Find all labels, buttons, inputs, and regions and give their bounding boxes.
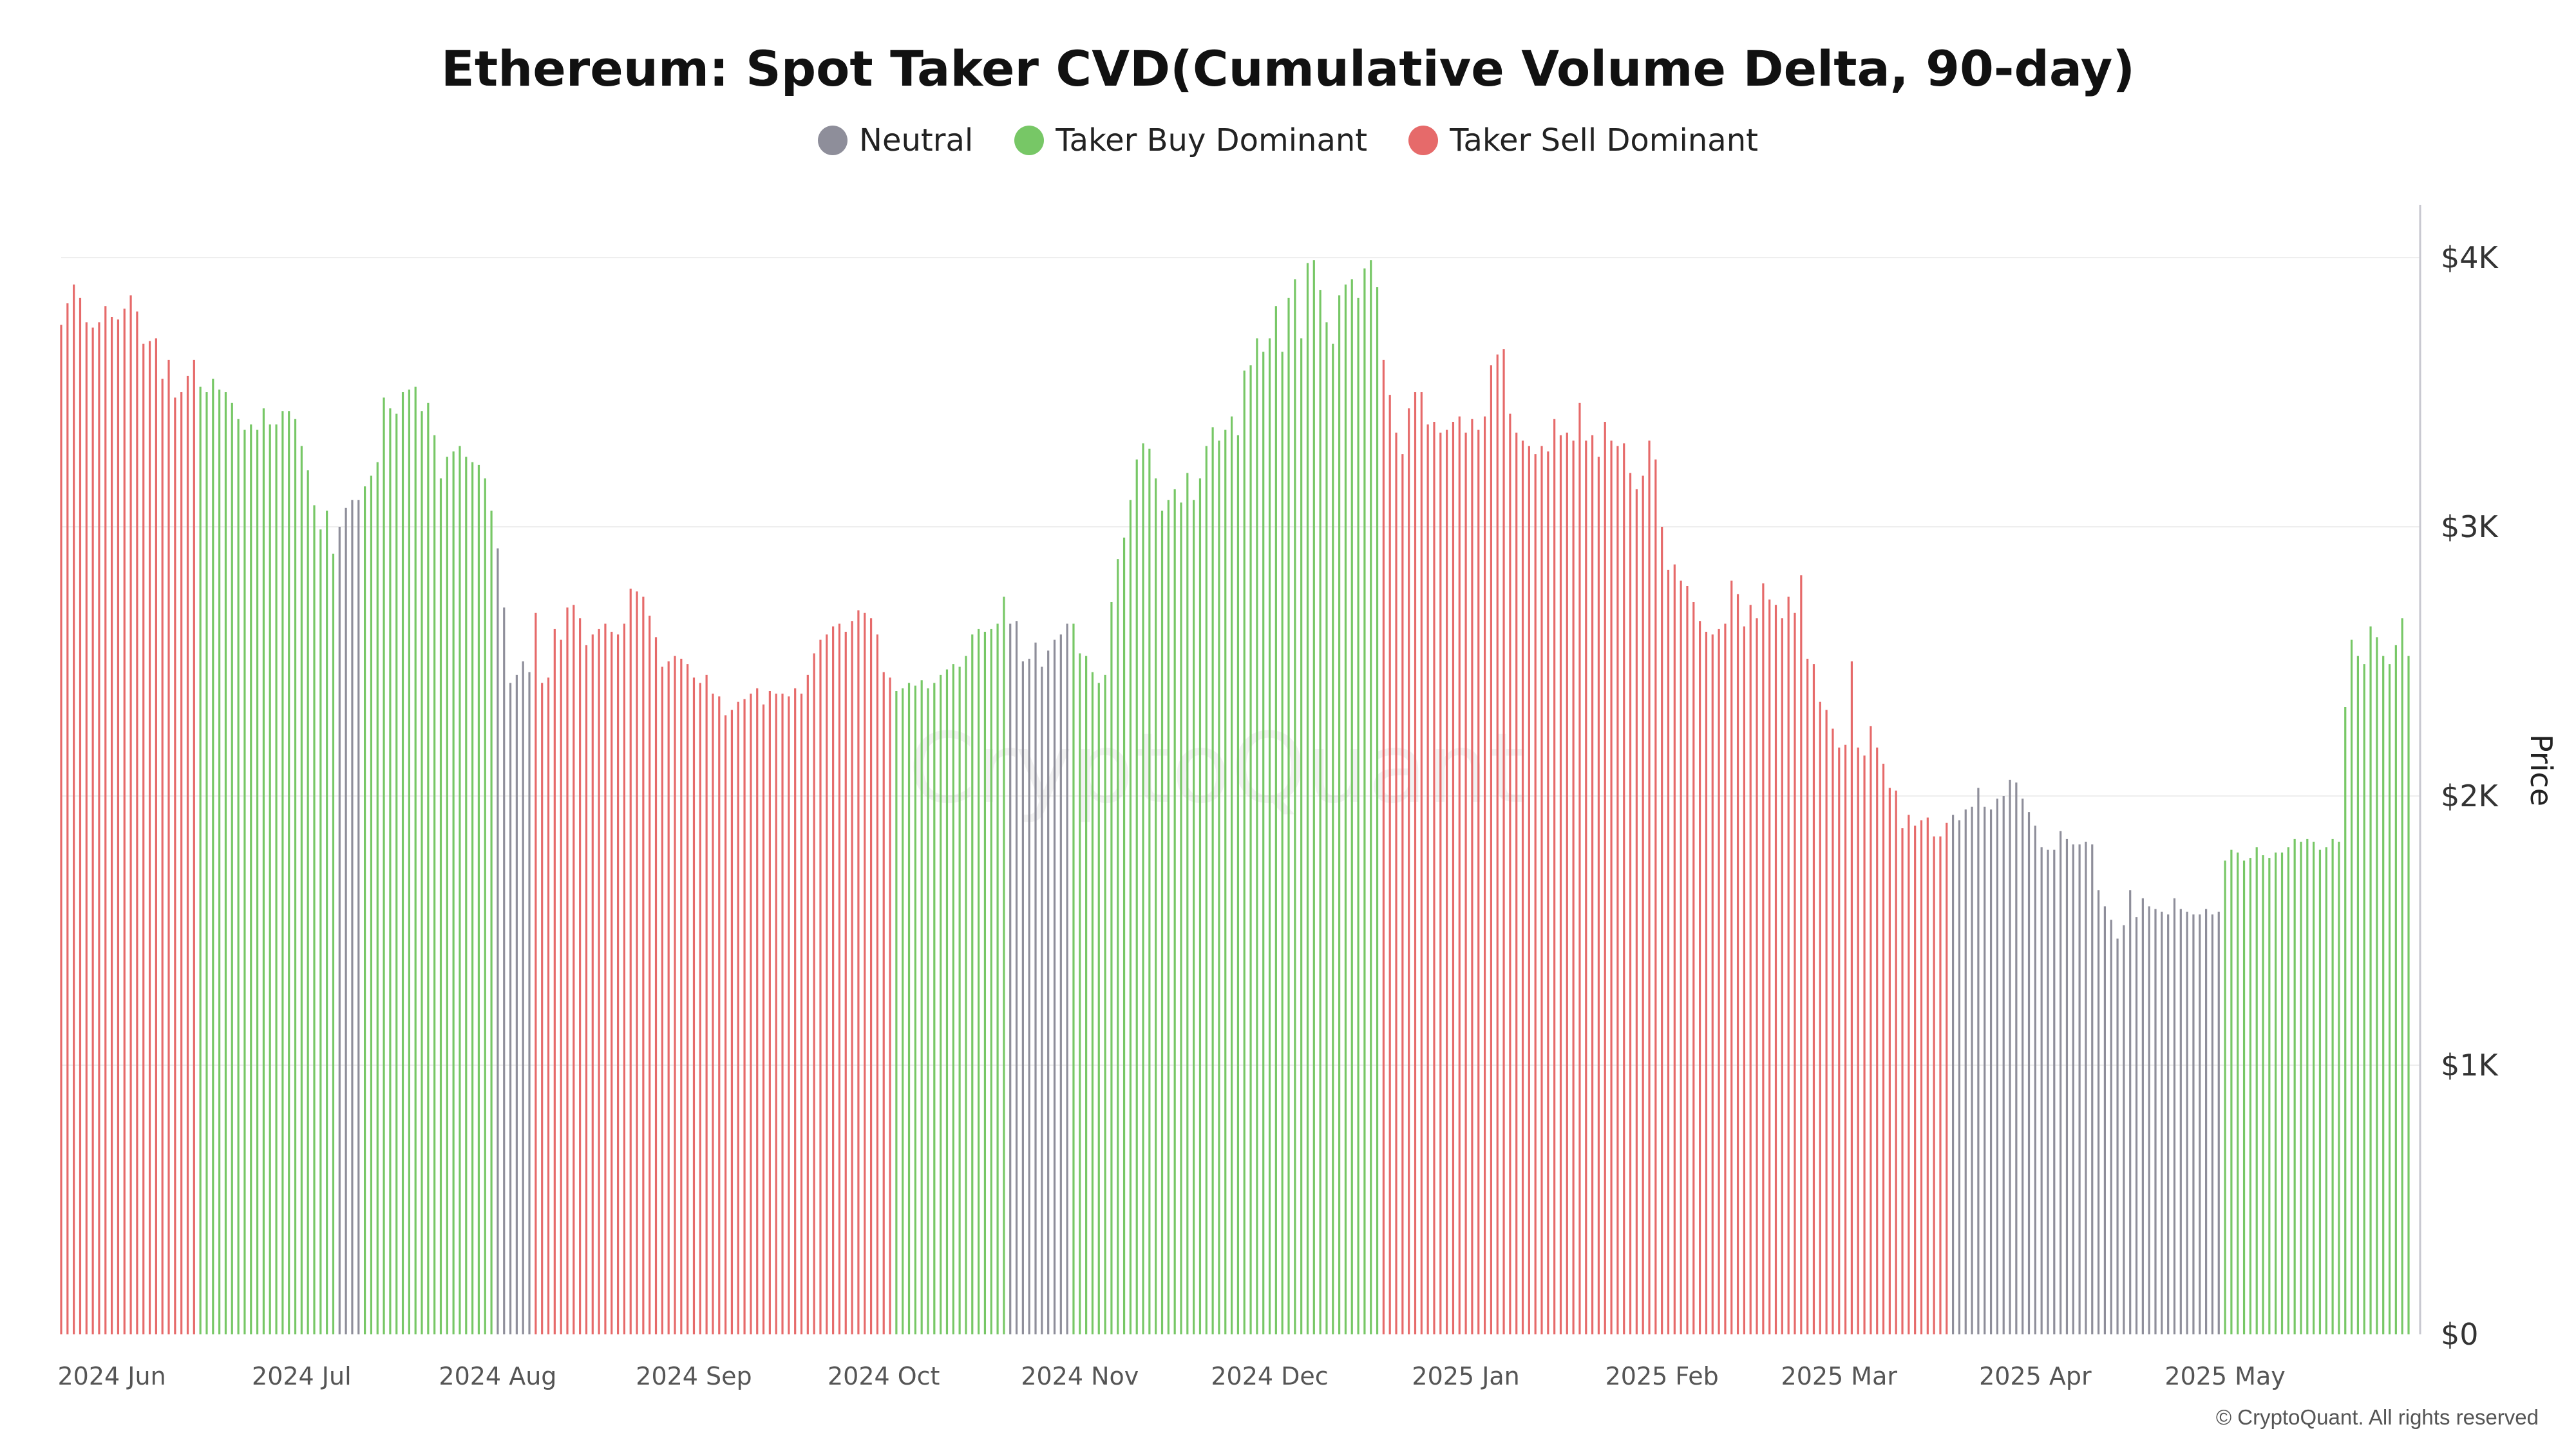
legend-item-taker-buy[interactable]: Taker Buy Dominant — [1014, 122, 1367, 158]
legend-label-neutral: Neutral — [859, 122, 974, 158]
x-tick-label: 2025 Jan — [1412, 1362, 1519, 1390]
y-tick-label: $4K — [2441, 240, 2499, 275]
legend-dot-taker-sell — [1408, 126, 1439, 155]
x-tick-label: 2025 Apr — [1979, 1362, 2092, 1390]
x-tick-label: 2025 Feb — [1605, 1362, 1719, 1390]
x-tick-label: 2025 May — [2164, 1362, 2285, 1390]
y-tick-label: $1K — [2441, 1048, 2499, 1083]
x-tick-label: 2024 Jul — [252, 1362, 352, 1390]
legend-label-taker-buy: Taker Buy Dominant — [1056, 122, 1368, 158]
y-tick-label: $0 — [2441, 1317, 2479, 1352]
legend-label-taker-sell: Taker Sell Dominant — [1450, 122, 1758, 158]
x-axis-ticks: 2024 Jun 2024 Jul 2024 Aug 2024 Sep 2024 Oct… — [58, 1362, 2286, 1390]
x-tick-label: 2024 Dec — [1211, 1362, 1328, 1390]
y-axis-title: Price — [2524, 734, 2559, 806]
chart-title: Ethereum: Spot Taker CVD(Cumulative Volu… — [440, 40, 2136, 97]
chart-legend: Neutral Taker Buy Dominant Taker Sell Do… — [0, 122, 2576, 158]
bars — [60, 260, 2410, 1334]
y-axis-ticks: $0 $1K $2K $3K $4K — [2441, 240, 2499, 1352]
x-tick-label: 2024 Oct — [828, 1362, 940, 1390]
legend-dot-neutral — [818, 126, 848, 155]
y-tick-label: $2K — [2441, 779, 2499, 813]
x-tick-label: 2024 Aug — [439, 1362, 556, 1390]
y-tick-label: $3K — [2441, 509, 2499, 544]
x-tick-label: 2024 Sep — [636, 1362, 752, 1390]
legend-item-taker-sell[interactable]: Taker Sell Dominant — [1408, 122, 1758, 158]
legend-dot-taker-buy — [1014, 126, 1045, 155]
legend-item-neutral[interactable]: Neutral — [818, 122, 973, 158]
x-tick-label: 2024 Nov — [1021, 1362, 1139, 1390]
x-tick-label: 2024 Jun — [58, 1362, 166, 1390]
x-tick-label: 2025 Mar — [1781, 1362, 1898, 1390]
copyright-footer: © CryptoQuant. All rights reserved — [2215, 1405, 2539, 1429]
